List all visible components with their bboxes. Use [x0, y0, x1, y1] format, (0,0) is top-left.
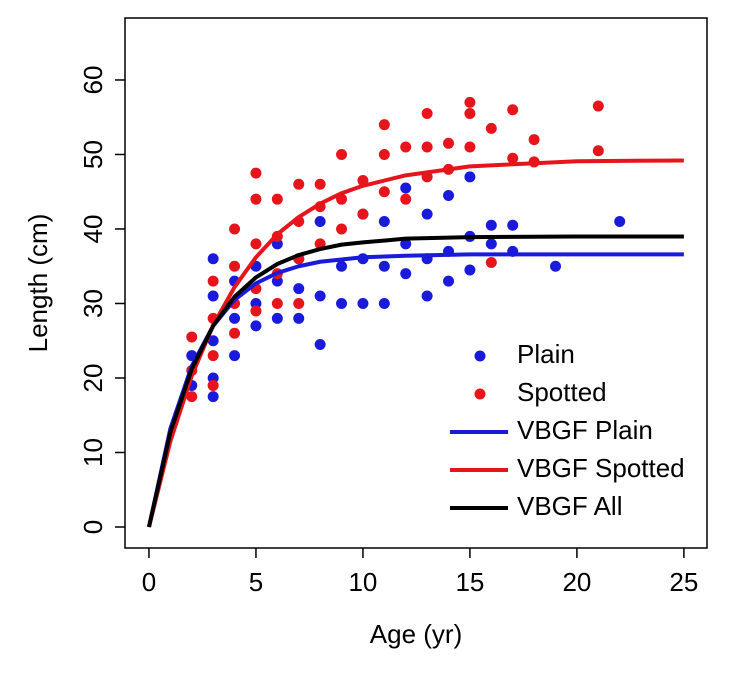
- legend-label: VBGF Spotted: [517, 453, 685, 483]
- data-point: [336, 223, 348, 235]
- data-point: [550, 260, 562, 272]
- legend-label: VBGF All: [517, 491, 622, 521]
- x-tick-label: 10: [348, 567, 377, 597]
- data-point: [378, 186, 390, 198]
- x-tick-label: 20: [562, 567, 591, 597]
- data-point: [443, 189, 455, 201]
- data-point: [229, 350, 241, 362]
- data-point: [464, 96, 476, 108]
- y-tick-label: 40: [78, 215, 108, 244]
- data-point: [485, 257, 497, 269]
- data-point: [507, 152, 519, 164]
- y-tick-label: 0: [78, 520, 108, 534]
- x-tick-label: 15: [455, 567, 484, 597]
- data-point: [378, 260, 390, 272]
- data-point: [271, 312, 283, 324]
- data-point: [421, 290, 433, 302]
- data-point: [314, 338, 326, 350]
- data-point: [250, 238, 262, 250]
- y-axis-label: Length (cm): [23, 214, 53, 353]
- data-point: [378, 148, 390, 160]
- data-point: [271, 193, 283, 205]
- y-tick-label: 50: [78, 140, 108, 169]
- y-tick-label: 30: [78, 289, 108, 318]
- y-tick-label: 10: [78, 438, 108, 467]
- data-point: [207, 350, 219, 362]
- data-point: [229, 260, 241, 272]
- data-point: [207, 275, 219, 287]
- y-tick-label: 60: [78, 66, 108, 95]
- data-point: [464, 108, 476, 120]
- data-point: [443, 137, 455, 149]
- x-axis-label: Age (yr): [370, 619, 462, 649]
- data-point: [293, 312, 305, 324]
- plot-box: [124, 17, 708, 549]
- legend-marker: [474, 388, 486, 400]
- data-point: [293, 297, 305, 309]
- data-point: [400, 182, 412, 194]
- data-point: [207, 379, 219, 391]
- x-tick-label: 5: [249, 567, 263, 597]
- data-point: [485, 238, 497, 250]
- legend-label: Spotted: [517, 377, 607, 407]
- y-tick-label: 20: [78, 364, 108, 393]
- data-point: [229, 223, 241, 235]
- data-point: [314, 178, 326, 190]
- data-point: [614, 216, 626, 228]
- data-point: [293, 178, 305, 190]
- data-point: [207, 335, 219, 347]
- data-point: [357, 208, 369, 220]
- data-point: [464, 264, 476, 276]
- legend-label: VBGF Plain: [517, 415, 653, 445]
- data-point: [314, 216, 326, 228]
- data-point: [186, 391, 198, 403]
- legend-label: Plain: [517, 339, 575, 369]
- x-tick-label: 25: [669, 567, 698, 597]
- data-point: [250, 305, 262, 317]
- data-point: [378, 119, 390, 131]
- data-point: [592, 100, 604, 112]
- data-point: [207, 391, 219, 403]
- data-point: [485, 219, 497, 231]
- data-point: [421, 141, 433, 153]
- data-point: [229, 312, 241, 324]
- data-point: [293, 283, 305, 295]
- data-point: [336, 260, 348, 272]
- data-point: [464, 171, 476, 183]
- data-point: [421, 108, 433, 120]
- data-point: [250, 193, 262, 205]
- data-point: [229, 327, 241, 339]
- data-point: [400, 268, 412, 280]
- data-point: [443, 275, 455, 287]
- data-point: [336, 297, 348, 309]
- data-point: [400, 193, 412, 205]
- data-point: [357, 297, 369, 309]
- legend-marker: [474, 350, 486, 362]
- data-point: [250, 167, 262, 179]
- data-point: [507, 219, 519, 231]
- data-point: [186, 331, 198, 343]
- data-point: [250, 320, 262, 332]
- data-point: [271, 297, 283, 309]
- data-point: [378, 297, 390, 309]
- data-point: [207, 290, 219, 302]
- fit-line: [147, 234, 684, 528]
- data-point: [400, 141, 412, 153]
- data-point: [314, 290, 326, 302]
- x-tick-label: 0: [142, 567, 156, 597]
- data-point: [485, 122, 497, 134]
- data-point: [400, 238, 412, 250]
- data-point: [378, 216, 390, 228]
- data-point: [421, 208, 433, 220]
- data-point: [528, 134, 540, 146]
- data-point: [507, 104, 519, 116]
- data-point: [207, 253, 219, 265]
- data-point: [464, 141, 476, 153]
- data-point: [592, 145, 604, 157]
- data-point: [336, 148, 348, 160]
